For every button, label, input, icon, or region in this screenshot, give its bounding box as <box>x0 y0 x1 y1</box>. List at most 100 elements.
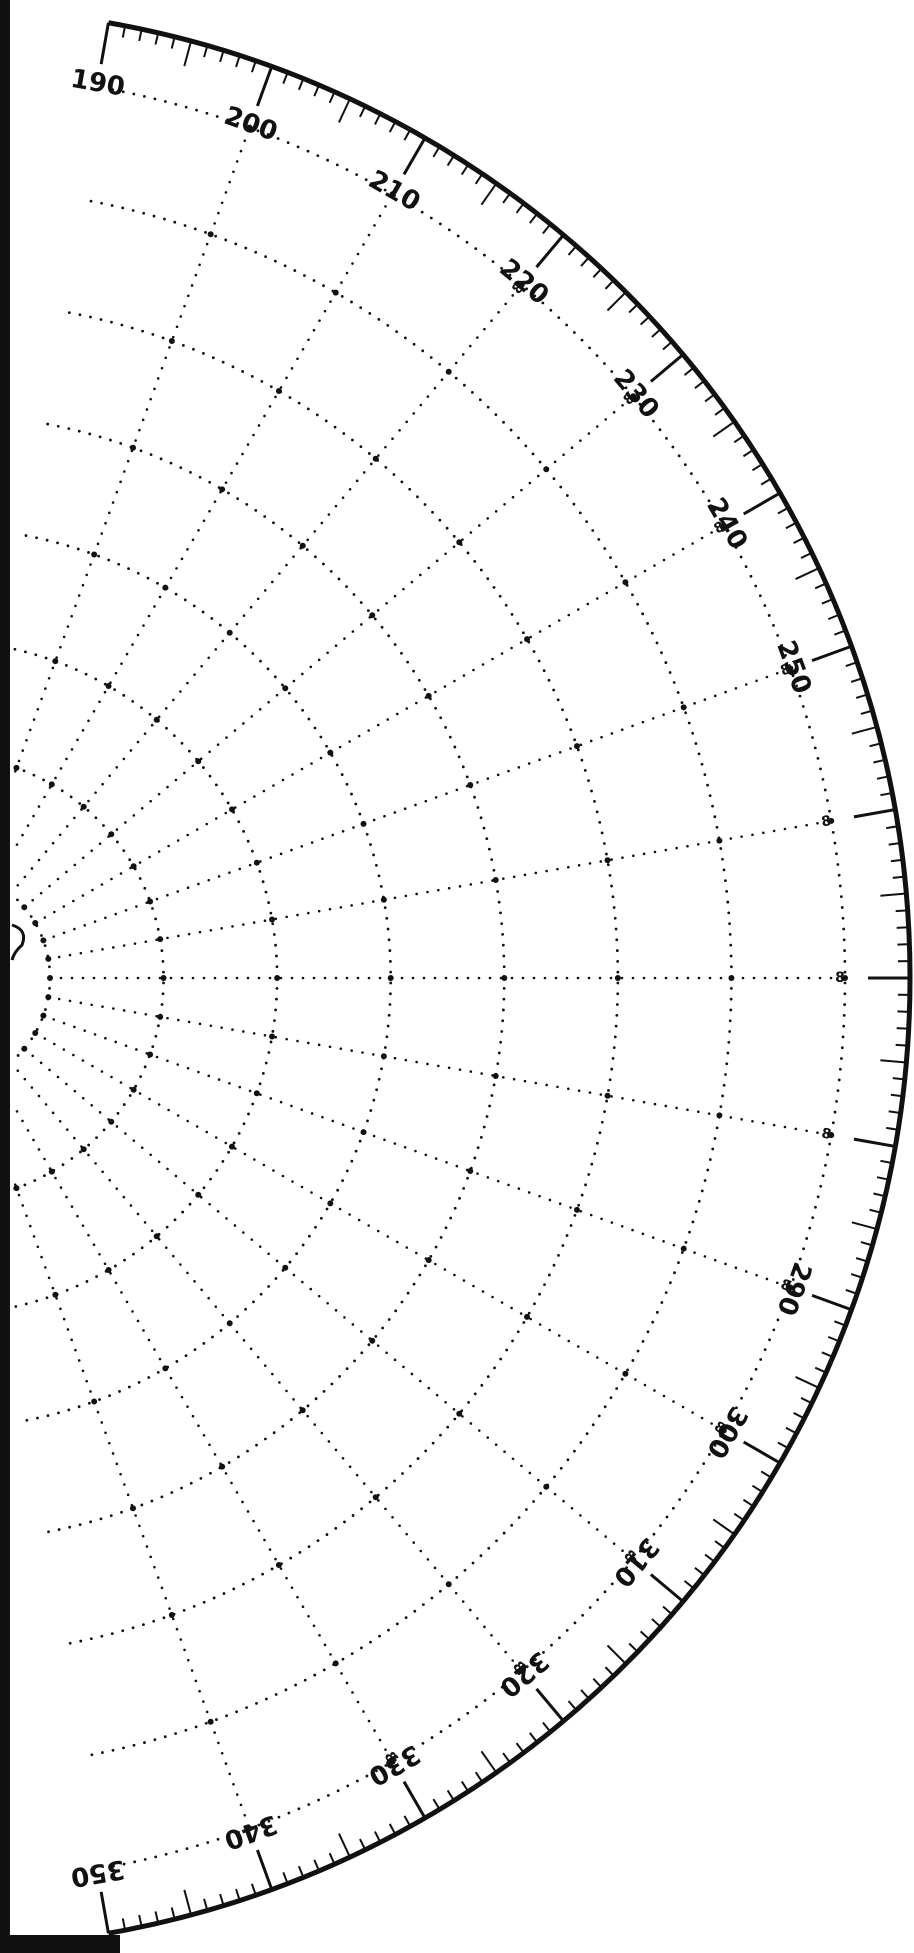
radial-dot <box>300 1108 304 1111</box>
grid-dot <box>838 1067 842 1071</box>
degree-tick <box>890 1093 903 1098</box>
grid-dot <box>120 323 124 327</box>
radial-dot <box>740 1118 743 1121</box>
radial-dot <box>697 842 700 846</box>
grid-dot <box>353 1359 356 1363</box>
ring-label: 8 <box>835 970 845 986</box>
grid-dot <box>465 240 469 244</box>
radial-dot <box>772 1123 776 1127</box>
grid-dot <box>490 858 494 862</box>
radial-dot <box>205 1130 209 1134</box>
grid-dot <box>14 1305 18 1308</box>
grid-dot <box>471 1561 475 1565</box>
radial-dot <box>230 1481 233 1485</box>
grid-dot <box>559 485 563 489</box>
radial-dot <box>258 1245 262 1248</box>
radial-dot <box>317 1294 321 1298</box>
degree-tick <box>733 1512 745 1522</box>
degree-tick <box>359 105 367 118</box>
grid-dot <box>739 555 743 559</box>
radial-dot <box>378 1738 382 1742</box>
radial-dot <box>235 622 239 626</box>
radial-dot <box>91 888 94 892</box>
grid-dot <box>454 376 458 380</box>
radial-dot <box>562 1499 565 1503</box>
degree-tick <box>704 393 716 403</box>
radial-dot <box>434 796 438 799</box>
grid-dot <box>46 422 50 426</box>
radial-dot <box>68 953 72 957</box>
grid-dot <box>549 308 553 312</box>
radial-dot <box>309 665 313 669</box>
radial-dot <box>145 1545 149 1548</box>
radial-dot <box>570 446 574 450</box>
grid-dot <box>614 565 618 569</box>
grid-dot <box>728 1030 732 1033</box>
radial-dot <box>112 1007 115 1010</box>
radial-dot <box>140 807 144 810</box>
radial-dot <box>794 1127 798 1131</box>
radial-dot <box>502 877 505 880</box>
intersection-dot <box>52 658 59 665</box>
grid-dot <box>234 242 238 246</box>
degree-tick <box>235 1888 241 1901</box>
grid-dot <box>672 681 676 684</box>
degree-tick <box>474 1771 484 1783</box>
radial-dot <box>517 766 521 769</box>
grid-dot <box>421 349 425 353</box>
grid-dot <box>156 927 160 931</box>
grid-dot <box>620 1377 624 1381</box>
radial-dot <box>271 580 274 584</box>
radial-dot <box>558 750 562 754</box>
grid-dot <box>350 1159 354 1163</box>
radial-dot <box>664 1104 668 1108</box>
radial-dot <box>232 1782 235 1786</box>
degree-tick <box>359 1838 367 1851</box>
radial-dot <box>351 630 355 633</box>
grid-dot <box>275 997 278 1001</box>
grid-dot <box>294 700 298 704</box>
radial-dot <box>205 242 209 246</box>
grid-dot <box>612 906 616 909</box>
degree-tick <box>873 1192 886 1198</box>
degree-tick <box>694 1567 705 1576</box>
grid-dot <box>453 1417 457 1421</box>
degree-tick <box>388 121 397 133</box>
radial-dot <box>309 1287 313 1291</box>
radial-dot <box>620 728 624 731</box>
grid-dot <box>287 1811 291 1815</box>
radial-dot <box>65 757 68 761</box>
radial-dot <box>372 1053 375 1056</box>
radial-dot <box>503 502 506 506</box>
radial-dot <box>125 1300 129 1304</box>
radial-dot <box>59 767 63 770</box>
radial-dot <box>190 1669 194 1672</box>
grid-dot <box>683 463 687 467</box>
radial-dot <box>44 687 47 690</box>
grid-dot <box>333 425 337 429</box>
grid-dot <box>387 1013 391 1017</box>
radial-dot <box>70 1338 73 1342</box>
radial-dot <box>403 807 407 810</box>
radial-dot <box>81 894 85 897</box>
grid-dot <box>192 347 195 351</box>
radial-dot <box>208 1202 211 1206</box>
radial-dot <box>155 897 159 901</box>
grid-dot <box>385 916 389 920</box>
grid-dot <box>130 326 134 330</box>
radial-dot <box>323 309 327 313</box>
degree-label: 190 <box>68 64 127 103</box>
radial-dot <box>224 976 228 980</box>
intersection-dot <box>269 1033 276 1040</box>
radial-dot <box>313 1423 317 1426</box>
grid-dot <box>590 789 593 793</box>
radial-dot <box>306 1414 309 1418</box>
grid-dot <box>204 1721 208 1725</box>
grid-dot <box>721 1094 724 1098</box>
radial-dot <box>386 718 390 721</box>
grid-dot <box>266 133 270 136</box>
degree-tick <box>793 1412 805 1420</box>
grid-dot <box>646 1330 650 1334</box>
radial-dot <box>224 191 228 194</box>
radial-dot <box>198 1022 202 1026</box>
